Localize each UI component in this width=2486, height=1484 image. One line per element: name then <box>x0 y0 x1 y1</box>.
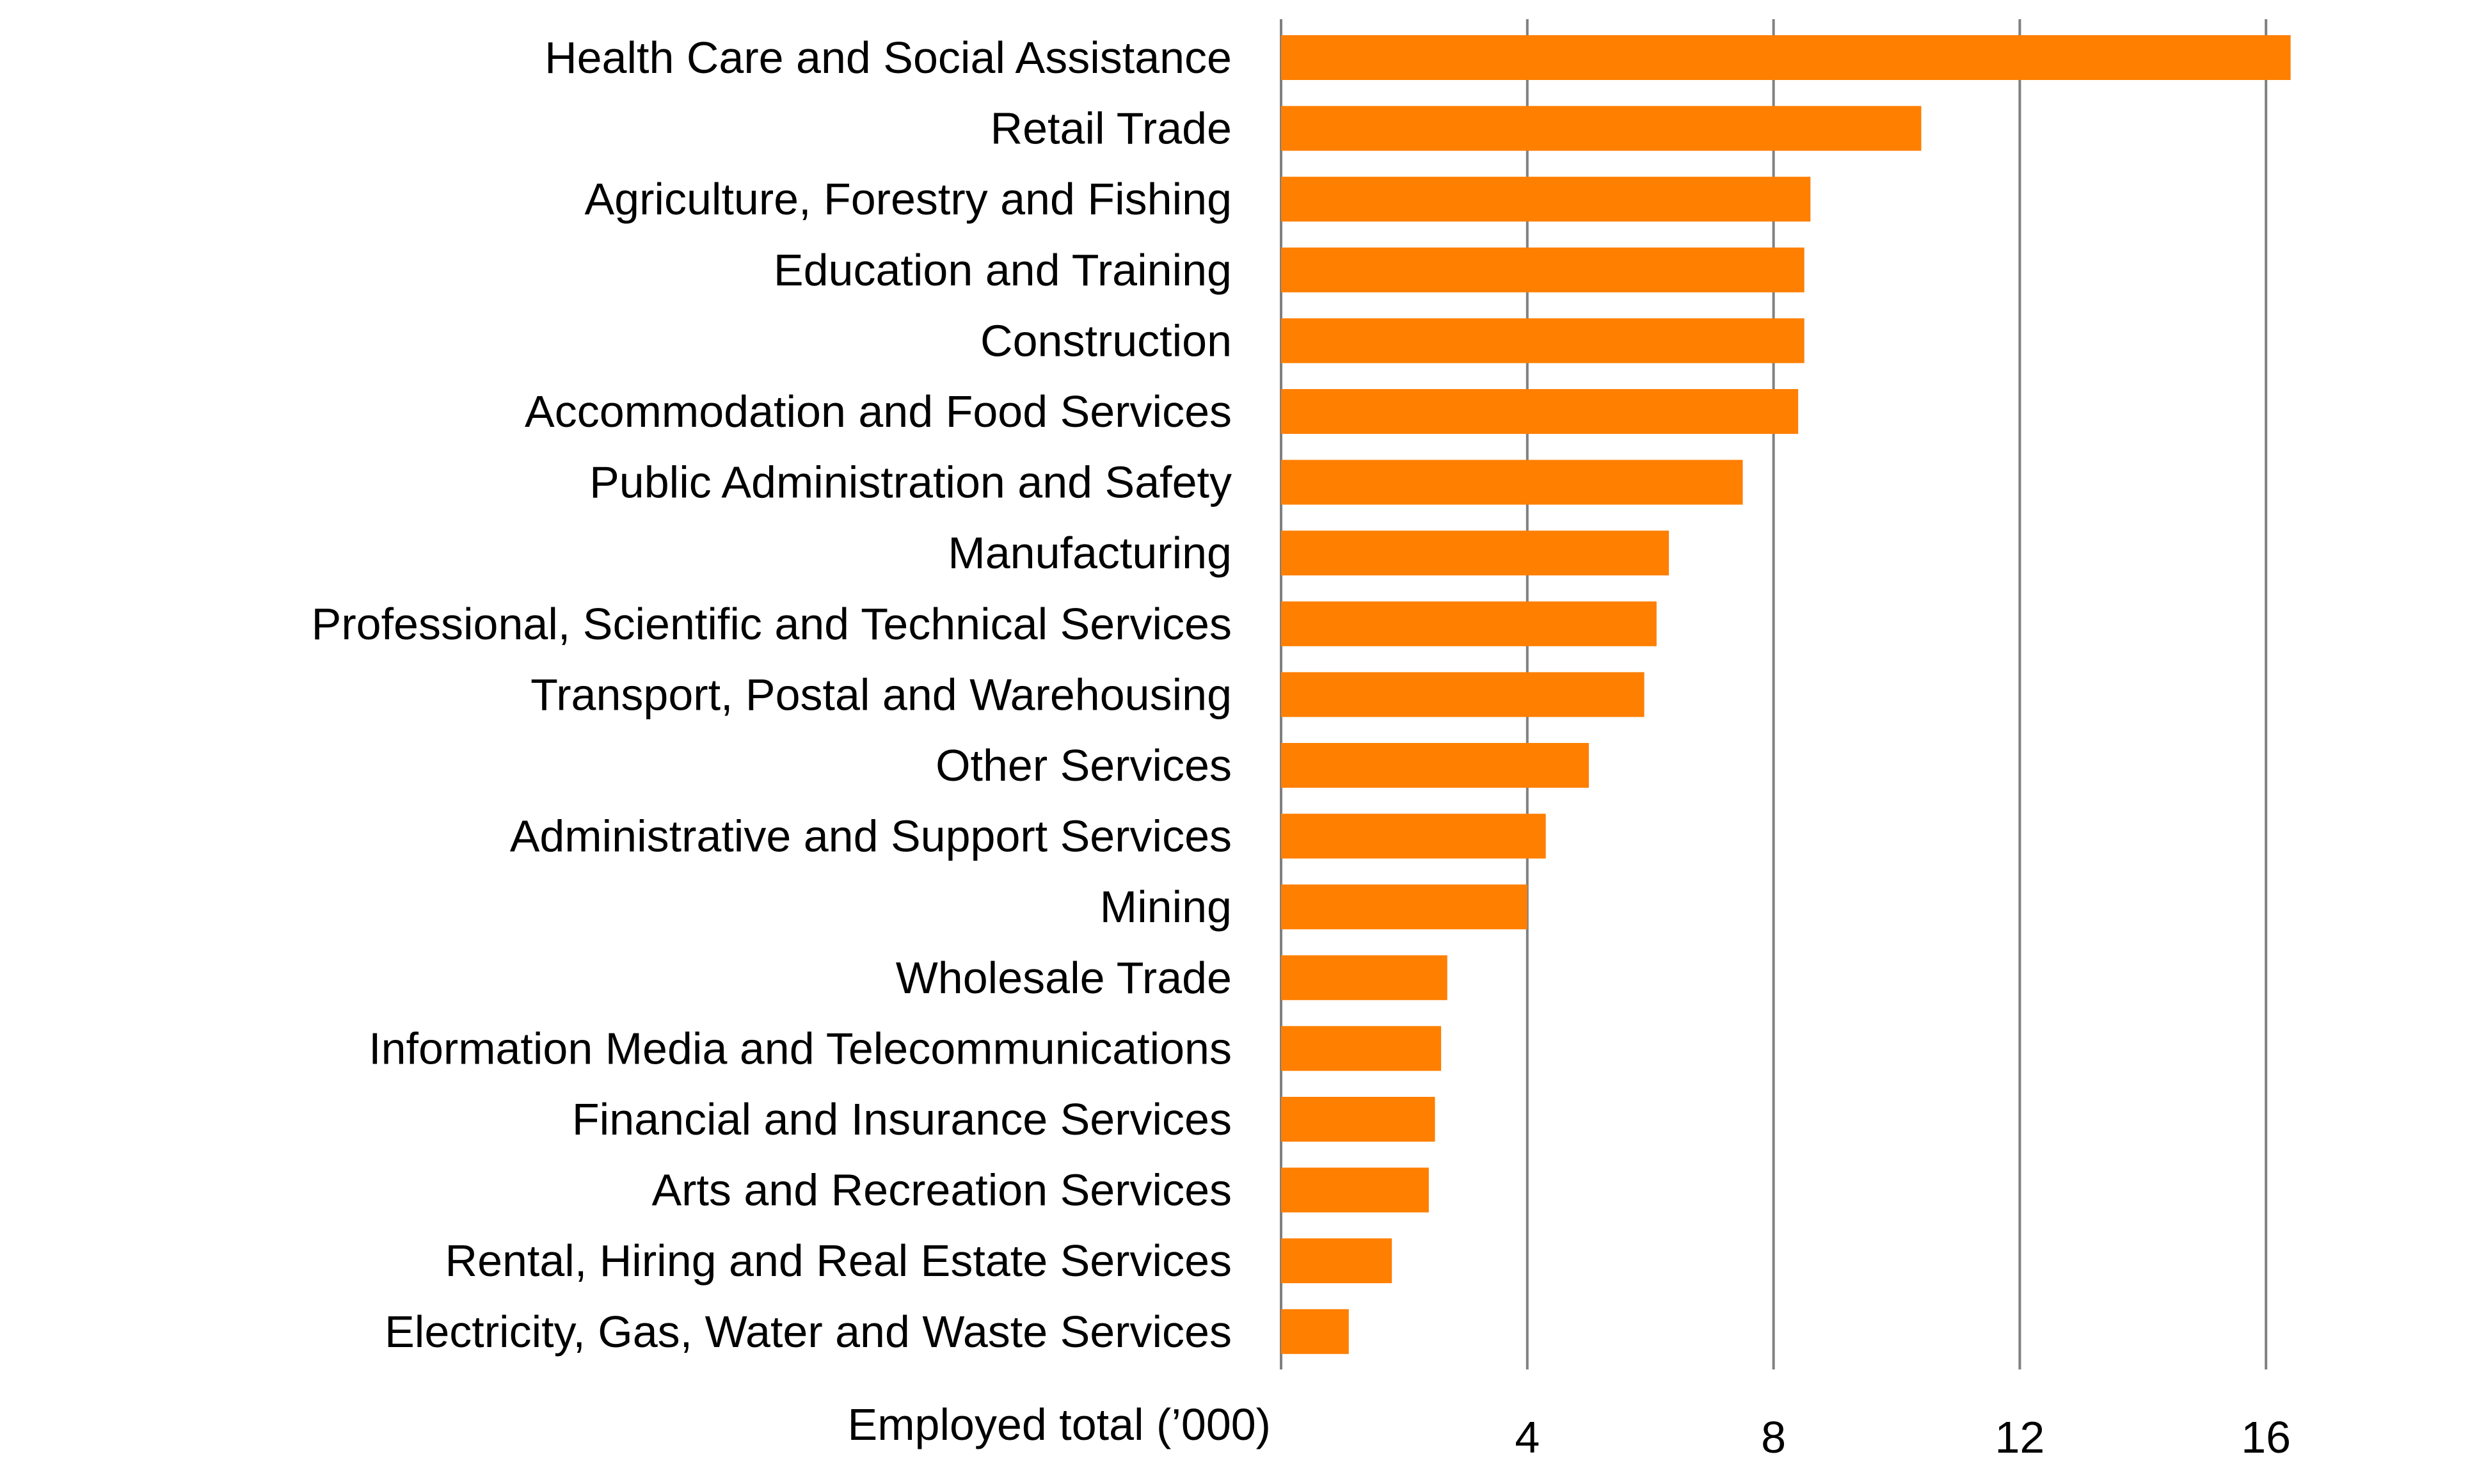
x-tick-label-12: 12 <box>1995 1412 2044 1462</box>
bar-18 <box>1281 1309 1349 1354</box>
x-tick-label-4: 4 <box>1515 1412 1540 1462</box>
bar-11 <box>1281 813 1546 859</box>
category-label-5: Accommodation and Food Services <box>525 387 1232 436</box>
category-label-17: Rental, Hiring and Real Estate Services <box>445 1236 1232 1286</box>
bars <box>1281 35 2291 1354</box>
bar-0 <box>1281 35 2291 80</box>
category-label-9: Transport, Postal and Warehousing <box>530 669 1232 719</box>
category-label-2: Agriculture, Forestry and Fishing <box>584 174 1232 224</box>
category-label-11: Administrative and Support Services <box>510 811 1232 861</box>
category-label-18: Electricity, Gas, Water and Waste Servic… <box>385 1307 1232 1357</box>
category-labels: Health Care and Social Assistance Retail … <box>312 33 1232 1357</box>
category-label-14: Information Media and Telecommunications <box>369 1023 1232 1073</box>
category-label-7: Manufacturing <box>948 528 1232 578</box>
bar-15 <box>1281 1097 1435 1142</box>
bar-3 <box>1281 247 1805 292</box>
bar-9 <box>1281 672 1645 717</box>
bar-10 <box>1281 743 1589 788</box>
bar-5 <box>1281 389 1799 434</box>
bar-1 <box>1281 106 1922 151</box>
gridlines <box>1280 19 2268 1369</box>
category-label-1: Retail Trade <box>991 104 1232 154</box>
bar-14 <box>1281 1026 1442 1071</box>
bar-2 <box>1281 177 1811 222</box>
category-label-16: Arts and Recreation Services <box>651 1165 1232 1215</box>
x-tick-label-8: 8 <box>1761 1412 1786 1462</box>
x-tick-label-16: 16 <box>2241 1412 2291 1462</box>
x-axis-title: Employed total (’000) <box>848 1400 1271 1449</box>
bar-8 <box>1281 601 1657 646</box>
bar-12 <box>1281 884 1527 930</box>
category-label-13: Wholesale Trade <box>896 953 1232 1003</box>
category-label-8: Professional, Scientific and Technical S… <box>312 599 1232 649</box>
category-label-10: Other Services <box>936 740 1232 790</box>
category-label-4: Construction <box>980 315 1232 365</box>
category-label-15: Financial and Insurance Services <box>572 1094 1232 1144</box>
bar-7 <box>1281 531 1669 576</box>
bar-17 <box>1281 1238 1392 1284</box>
category-label-0: Health Care and Social Assistance <box>545 33 1232 83</box>
x-tick-labels: 4 8 12 16 <box>1515 1412 2291 1462</box>
bar-6 <box>1281 459 1743 505</box>
category-label-6: Public Administration and Safety <box>589 458 1232 507</box>
bar-4 <box>1281 318 1805 363</box>
category-label-12: Mining <box>1100 882 1232 932</box>
category-label-3: Education and Training <box>774 245 1232 295</box>
bar-16 <box>1281 1167 1429 1213</box>
bar-13 <box>1281 955 1447 1000</box>
